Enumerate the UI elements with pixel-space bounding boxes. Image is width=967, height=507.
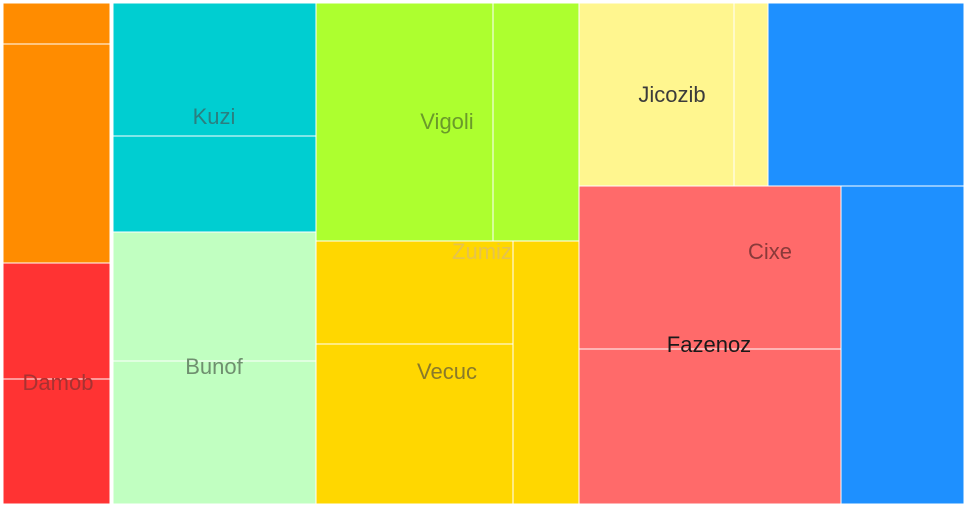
label-kuzi: Kuzi <box>193 104 236 129</box>
label-cixe: Cixe <box>748 239 792 264</box>
label-jicozib: Jicozib <box>638 82 705 107</box>
tile-damob-1 <box>2 262 111 380</box>
tile-orange-group-1 <box>2 2 111 45</box>
tile-blue-group-2 <box>840 185 965 505</box>
tile-jicozib-2 <box>733 2 769 187</box>
tile-blue-group-1 <box>767 2 965 187</box>
labels-layer: Damob Kuzi Bunof Vigoli Zumiz Vecuc Jicozib Cix… <box>23 82 792 395</box>
tile-bunof-1 <box>112 231 317 362</box>
tile-fazenoz-1 <box>578 348 842 505</box>
label-damob: Damob <box>23 370 94 395</box>
label-zumiz: Zumiz <box>452 239 512 264</box>
tile-cixe-1 <box>578 185 842 350</box>
tile-kuzi-2 <box>112 135 317 233</box>
tile-vigoli-2 <box>492 2 580 242</box>
label-fazenoz: Fazenoz <box>667 332 751 357</box>
tile-damob-2 <box>2 378 111 505</box>
label-vigoli: Vigoli <box>420 109 473 134</box>
tile-zumiz-2 <box>315 343 514 505</box>
tile-bunof-2 <box>112 360 317 505</box>
tile-orange-group-2 <box>2 43 111 264</box>
tile-zumiz-3 <box>512 240 580 505</box>
tile-kuzi-1 <box>112 2 317 137</box>
tile-jicozib-1 <box>578 2 735 187</box>
label-vecuc: Vecuc <box>417 359 477 384</box>
label-bunof: Bunof <box>185 354 243 379</box>
